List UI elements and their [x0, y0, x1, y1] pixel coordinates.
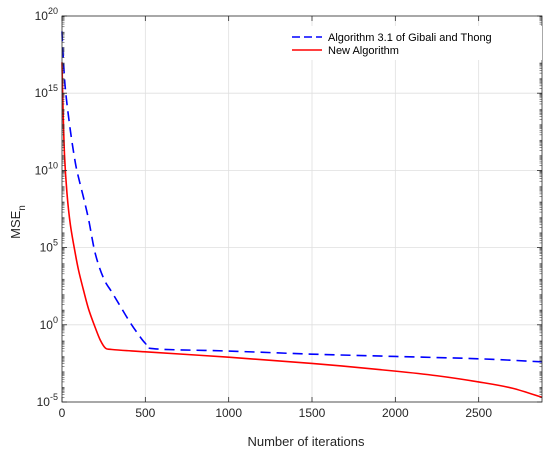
- y-tick-base: 10: [35, 163, 49, 177]
- legend-label-new-algorithm: New Algorithm: [328, 45, 399, 57]
- y-tick-exponent: 5: [53, 238, 58, 248]
- y-axis-label: MSEn: [8, 205, 28, 239]
- y-tick-exponent: 10: [48, 160, 58, 170]
- x-tick-label: 1500: [299, 406, 326, 420]
- y-tick-exponent: 0: [53, 315, 58, 325]
- legend: Algorithm 3.1 of Gibali and Thong New Al…: [286, 26, 542, 60]
- y-tick-base: 10: [40, 318, 54, 332]
- y-tick-label: 1015: [35, 83, 58, 100]
- y-tick-base: 10: [37, 395, 51, 409]
- series-curves: [61, 31, 543, 399]
- y-tick-exponent: 20: [48, 6, 58, 16]
- grid-lines: [62, 16, 542, 402]
- x-tick-label: 0: [59, 406, 66, 420]
- y-tick-base: 10: [35, 86, 49, 100]
- y-tick-label: 10-5: [37, 392, 58, 409]
- y-tick-label: 105: [40, 238, 58, 255]
- y-tick-label: 1010: [35, 160, 58, 177]
- x-tick-label: 500: [135, 406, 155, 420]
- x-tick-label: 2500: [465, 406, 492, 420]
- y-axis-label-subscript: n: [17, 205, 28, 211]
- y-tick-exponent: 15: [48, 83, 58, 93]
- series-line-gibali-thong: [61, 31, 543, 363]
- x-axis-label: Number of iterations: [247, 434, 365, 449]
- tick-marks: [61, 15, 542, 403]
- y-tick-exponent: -5: [50, 392, 58, 402]
- plot-frame: [61, 15, 543, 403]
- legend-label-gibali-thong: Algorithm 3.1 of Gibali and Thong: [328, 32, 492, 44]
- x-tick-labels: 0 500 1000 1500 2000 2500: [59, 406, 493, 420]
- y-tick-label: 100: [40, 315, 58, 332]
- y-tick-base: 10: [35, 9, 49, 23]
- x-tick-label: 1000: [215, 406, 242, 420]
- y-axis-label-main: MSE: [8, 210, 23, 239]
- y-tick-base: 10: [40, 241, 54, 255]
- x-tick-label: 2000: [382, 406, 409, 420]
- series-line-new-algorithm: [61, 62, 543, 399]
- legend-box: [286, 26, 542, 60]
- y-tick-label: 1020: [35, 6, 58, 23]
